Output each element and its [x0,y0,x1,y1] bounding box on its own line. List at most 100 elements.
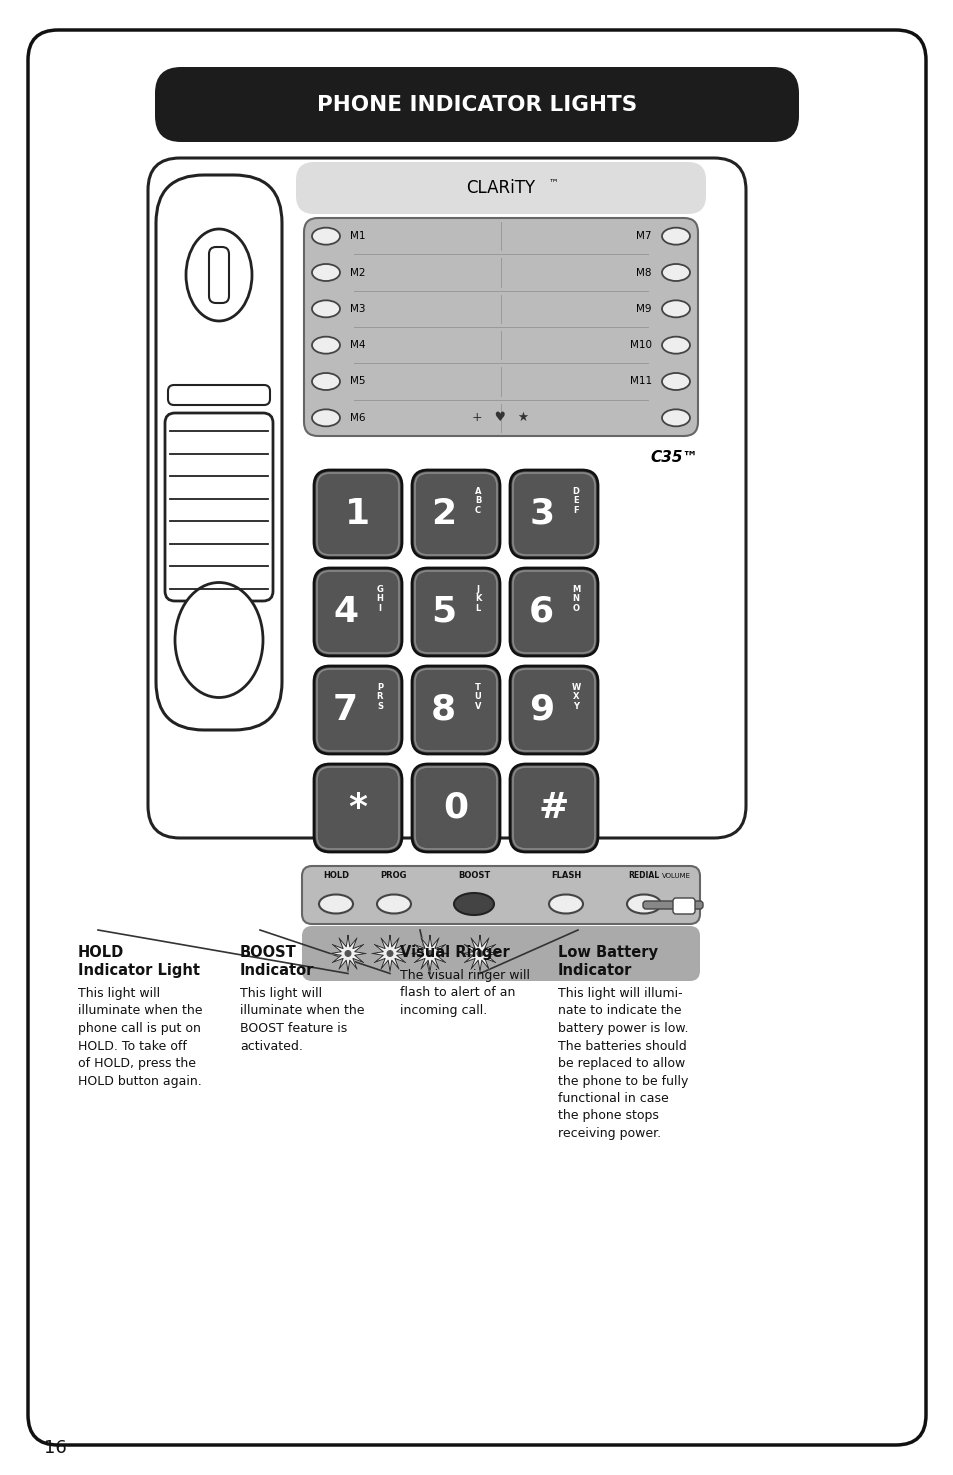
Ellipse shape [661,336,689,354]
FancyBboxPatch shape [412,471,499,558]
FancyBboxPatch shape [642,901,702,909]
Text: J
K
L: J K L [475,584,480,614]
Polygon shape [412,935,448,972]
FancyBboxPatch shape [314,568,401,656]
FancyBboxPatch shape [672,898,695,914]
Text: W
X
Y: W X Y [571,683,580,711]
FancyBboxPatch shape [165,413,273,600]
FancyBboxPatch shape [412,667,499,754]
Text: This light will illumi-
nate to indicate the
battery power is low.
The batteries: This light will illumi- nate to indicate… [558,987,688,1140]
Text: 2: 2 [431,497,456,531]
Text: *: * [348,791,367,825]
Text: #: # [538,791,569,825]
Text: 0: 0 [443,791,468,825]
Polygon shape [372,935,408,972]
Text: Indicator Light: Indicator Light [78,963,200,978]
Text: REDIAL: REDIAL [628,872,659,881]
FancyBboxPatch shape [314,471,401,558]
Ellipse shape [661,227,689,245]
Ellipse shape [186,229,252,322]
Text: 4: 4 [333,594,358,628]
Ellipse shape [312,373,339,389]
Text: 16: 16 [44,1440,67,1457]
Text: BOOST: BOOST [240,945,296,960]
Text: M9: M9 [636,304,651,314]
Polygon shape [330,935,366,972]
Ellipse shape [661,301,689,317]
Text: A
B
C: A B C [475,487,480,515]
Text: G
H
I: G H I [376,584,383,614]
Text: This light will
illuminate when the
phone call is put on
HOLD. To take off
of HO: This light will illuminate when the phon… [78,987,202,1087]
Text: P
R
S: P R S [376,683,383,711]
Circle shape [345,951,351,956]
Ellipse shape [454,892,494,914]
FancyBboxPatch shape [154,66,799,142]
Text: Visual Ringer: Visual Ringer [399,945,509,960]
Text: FLASH: FLASH [550,872,580,881]
Text: M5: M5 [350,376,365,386]
Text: C35™: C35™ [650,450,698,466]
Text: M4: M4 [350,341,365,350]
Text: M8: M8 [636,267,651,277]
FancyBboxPatch shape [302,926,700,981]
Ellipse shape [312,264,339,282]
FancyBboxPatch shape [168,385,270,406]
Text: PHONE INDICATOR LIGHTS: PHONE INDICATOR LIGHTS [316,94,637,115]
Text: Low Battery: Low Battery [558,945,658,960]
Ellipse shape [318,894,353,913]
Text: M3: M3 [350,304,365,314]
Text: HOLD: HOLD [78,945,124,960]
FancyBboxPatch shape [156,176,282,730]
Text: This light will
illuminate when the
BOOST feature is
activated.: This light will illuminate when the BOOS… [240,987,364,1053]
FancyBboxPatch shape [28,30,925,1446]
Ellipse shape [661,264,689,282]
Circle shape [476,951,482,956]
Text: M6: M6 [350,413,365,423]
FancyBboxPatch shape [510,667,598,754]
FancyBboxPatch shape [209,246,229,302]
Text: T
U
V: T U V [475,683,481,711]
Text: M2: M2 [350,267,365,277]
Ellipse shape [312,301,339,317]
FancyBboxPatch shape [412,568,499,656]
FancyBboxPatch shape [510,764,598,853]
FancyBboxPatch shape [304,218,698,437]
Ellipse shape [661,410,689,426]
Text: M
N
O: M N O [571,584,579,614]
Text: M10: M10 [629,341,651,350]
Ellipse shape [376,894,411,913]
Text: 9: 9 [529,693,554,727]
FancyBboxPatch shape [295,162,705,214]
Text: BOOST: BOOST [457,872,490,881]
FancyBboxPatch shape [412,764,499,853]
Ellipse shape [661,373,689,389]
Circle shape [387,951,393,956]
FancyBboxPatch shape [510,471,598,558]
Ellipse shape [312,336,339,354]
Text: 8: 8 [431,693,456,727]
Ellipse shape [626,894,660,913]
FancyBboxPatch shape [314,764,401,853]
Ellipse shape [548,894,582,913]
Text: The visual ringer will
flash to alert of an
incoming call.: The visual ringer will flash to alert of… [399,969,530,1016]
Text: M11: M11 [629,376,651,386]
Text: 3: 3 [529,497,554,531]
Text: PROG: PROG [380,872,407,881]
FancyBboxPatch shape [314,667,401,754]
Text: Indicator: Indicator [240,963,314,978]
Text: D
E
F: D E F [572,487,578,515]
FancyBboxPatch shape [302,866,700,923]
Text: Indicator: Indicator [558,963,632,978]
Text: VOLUME: VOLUME [660,873,690,879]
Text: CLARiTY: CLARiTY [466,178,535,198]
Text: 5: 5 [431,594,456,628]
Text: HOLD: HOLD [323,872,349,881]
Ellipse shape [312,227,339,245]
Ellipse shape [174,583,263,698]
FancyBboxPatch shape [510,568,598,656]
Text: 6: 6 [529,594,554,628]
Text: +   ♥   ★: + ♥ ★ [472,412,529,425]
Text: ™: ™ [548,177,558,187]
Polygon shape [461,935,497,972]
Text: 1: 1 [345,497,370,531]
